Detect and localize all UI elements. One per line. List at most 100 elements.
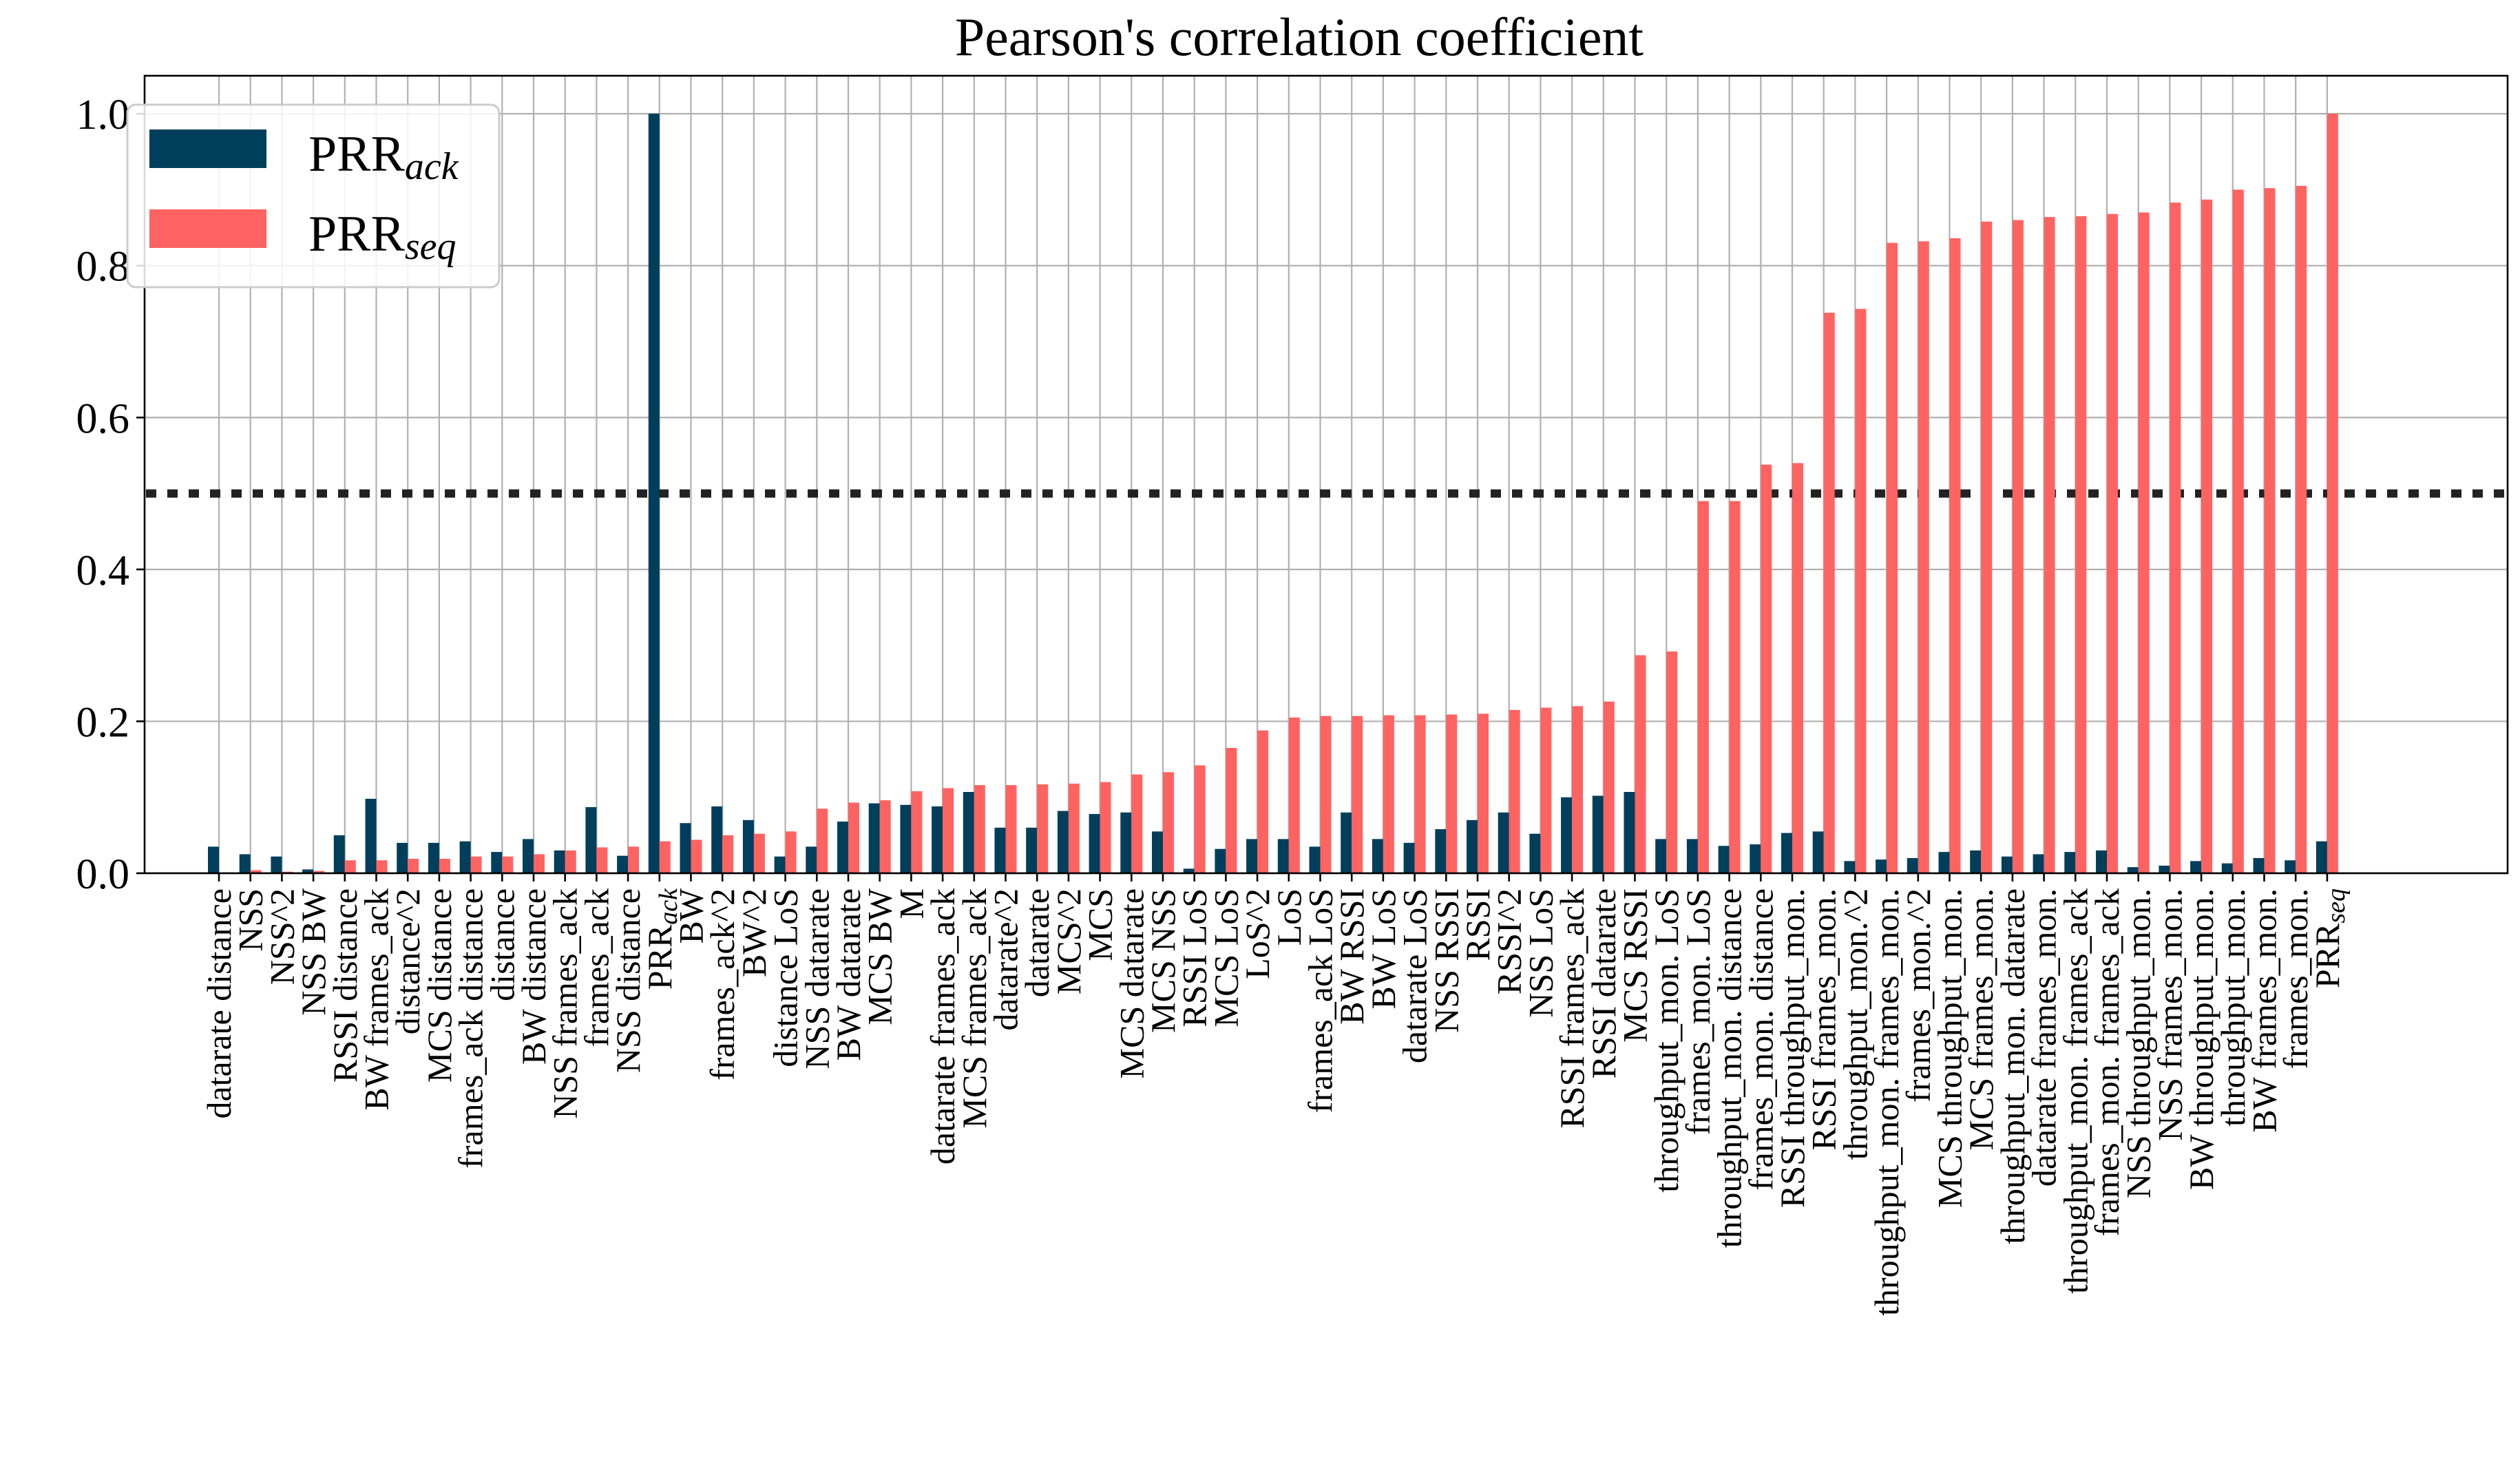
x-tick-label: datarate frames_mon. bbox=[2025, 888, 2064, 1187]
x-tick-label: frames_mon. frames_ack bbox=[2088, 888, 2126, 1236]
bar-prr-ack bbox=[680, 823, 691, 873]
bar-prr-ack bbox=[900, 804, 912, 873]
bar-prr-seq bbox=[1163, 772, 1174, 873]
x-tick-label: MCS frames_ack bbox=[955, 888, 994, 1129]
x-tick-label: LoS^2 bbox=[1238, 888, 1277, 979]
bar-prr-seq bbox=[1509, 709, 1520, 873]
bar-prr-seq bbox=[1855, 309, 1867, 873]
bar-prr-ack bbox=[1183, 868, 1195, 873]
bar-prr-ack bbox=[2253, 857, 2265, 873]
bar-prr-ack bbox=[1907, 857, 1918, 873]
x-tick-label: datarate distance bbox=[200, 888, 238, 1119]
bars bbox=[208, 114, 2338, 874]
bar-prr-ack bbox=[1435, 829, 1447, 873]
bar-prr-seq bbox=[1257, 730, 1269, 873]
x-tick-label: MCS RSSI bbox=[1616, 888, 1655, 1043]
bar-prr-seq bbox=[848, 802, 859, 873]
bar-prr-seq bbox=[250, 870, 262, 873]
x-tick-label: distance LoS bbox=[766, 888, 805, 1067]
bar-prr-seq bbox=[408, 859, 419, 873]
x-tick-label: RSSI bbox=[1458, 888, 1497, 961]
bar-prr-ack bbox=[239, 854, 251, 873]
bar-prr-ack bbox=[1152, 831, 1163, 873]
bar-prr-seq bbox=[1949, 238, 1961, 873]
bar-prr-ack bbox=[2127, 867, 2139, 873]
chart-title: Pearson's correlation coefficient bbox=[955, 7, 1644, 67]
y-axis-ticks: 0.0 0.2 0.4 0.6 0.8 1.0 bbox=[76, 92, 145, 898]
bar-prr-seq bbox=[470, 856, 482, 873]
bar-prr-ack bbox=[2001, 856, 2013, 873]
legend-label-prr-seq: PRRseq bbox=[308, 206, 456, 268]
bar-prr-ack bbox=[868, 803, 880, 873]
x-tick-label: frames_mon.^2 bbox=[1899, 888, 1938, 1103]
bar-prr-seq bbox=[691, 839, 702, 873]
x-tick-label: NSS throughput_mon. bbox=[2119, 888, 2158, 1198]
bar-prr-seq bbox=[974, 785, 985, 873]
x-tick-label: NSS datarate bbox=[797, 888, 836, 1069]
bar-prr-ack bbox=[1026, 827, 1038, 873]
bar-prr-seq bbox=[596, 847, 608, 873]
x-tick-label: MCS NSS bbox=[1144, 888, 1182, 1033]
bar-prr-seq bbox=[2170, 202, 2181, 874]
x-tick-label: distance^2 bbox=[388, 888, 427, 1034]
x-tick-label: NSS RSSI bbox=[1427, 888, 1465, 1033]
bar-prr-ack bbox=[1686, 839, 1698, 873]
x-tick-label: RSSI distance bbox=[326, 888, 364, 1083]
bar-prr-seq bbox=[1572, 706, 1584, 873]
x-tick-label: BW bbox=[672, 888, 711, 943]
bar-prr-ack bbox=[1655, 839, 1667, 873]
x-tick-label: frames_mon. distance bbox=[1741, 888, 1780, 1191]
bar-prr-seq bbox=[628, 846, 640, 873]
y-tick-label: 0.8 bbox=[76, 244, 130, 291]
bar-prr-seq bbox=[1666, 651, 1678, 873]
x-tick-label: datarate LoS bbox=[1396, 888, 1434, 1063]
bar-prr-ack bbox=[2064, 852, 2076, 873]
x-tick-label: MCS bbox=[1081, 888, 1120, 961]
bar-prr-seq bbox=[2201, 199, 2213, 873]
bar-prr-seq bbox=[313, 870, 325, 873]
y-tick-label: 0.2 bbox=[76, 699, 130, 746]
bar-prr-seq bbox=[2327, 114, 2338, 874]
bar-prr-ack bbox=[1844, 861, 1856, 873]
bar-prr-ack bbox=[302, 869, 314, 873]
bar-prr-ack bbox=[1561, 797, 1573, 873]
bar-prr-ack bbox=[1246, 839, 1258, 873]
bar-prr-ack bbox=[1718, 846, 1730, 873]
x-tick-label: throughput_mon. LoS bbox=[1647, 888, 1686, 1193]
x-tick-label: BW distance bbox=[514, 888, 553, 1065]
bar-prr-seq bbox=[1887, 242, 1898, 874]
x-tick-label: MCS^2 bbox=[1049, 888, 1088, 994]
bar-prr-ack bbox=[459, 841, 471, 873]
bar-prr-ack bbox=[2221, 863, 2233, 873]
bar-prr-seq bbox=[1918, 241, 1929, 873]
bar-prr-ack bbox=[1277, 839, 1289, 873]
bar-prr-seq bbox=[1603, 701, 1615, 873]
bar-prr-ack bbox=[365, 798, 377, 873]
bar-prr-seq bbox=[1037, 784, 1049, 873]
x-tick-label: MCS frames_mon. bbox=[1962, 888, 2000, 1151]
x-tick-label: frames_ack distance bbox=[452, 888, 490, 1169]
bar-prr-ack bbox=[1781, 833, 1792, 873]
bar-prr-seq bbox=[2107, 213, 2118, 874]
x-tick-label: throughput_mon. frames_ack bbox=[2056, 888, 2094, 1294]
bar-prr-seq bbox=[1194, 765, 1206, 873]
bar-prr-ack bbox=[1403, 842, 1415, 873]
bar-prr-ack bbox=[2316, 841, 2327, 873]
y-tick-label: 0.6 bbox=[76, 395, 130, 442]
x-tick-label: RSSI frames_mon. bbox=[1805, 888, 1843, 1151]
x-tick-label: BW LoS bbox=[1364, 888, 1403, 1010]
bar-prr-ack bbox=[2285, 860, 2296, 873]
x-tick-label: MCS LoS bbox=[1206, 888, 1245, 1027]
bar-prr-ack bbox=[711, 806, 723, 873]
x-tick-label: MCS distance bbox=[420, 888, 459, 1083]
bar-prr-ack bbox=[397, 842, 408, 873]
bar-prr-seq bbox=[502, 856, 514, 873]
bar-prr-seq bbox=[659, 841, 671, 873]
bar-prr-seq bbox=[1005, 785, 1017, 873]
bar-prr-ack bbox=[1938, 852, 1950, 873]
x-tick-label: RSSI frames_ack bbox=[1553, 888, 1591, 1129]
bar-prr-seq bbox=[1697, 501, 1709, 873]
x-tick-label: BW frames_mon. bbox=[2245, 888, 2284, 1133]
x-tick-label: NSS^2 bbox=[262, 888, 301, 985]
x-tick-label: frames_ack^2 bbox=[703, 888, 742, 1081]
